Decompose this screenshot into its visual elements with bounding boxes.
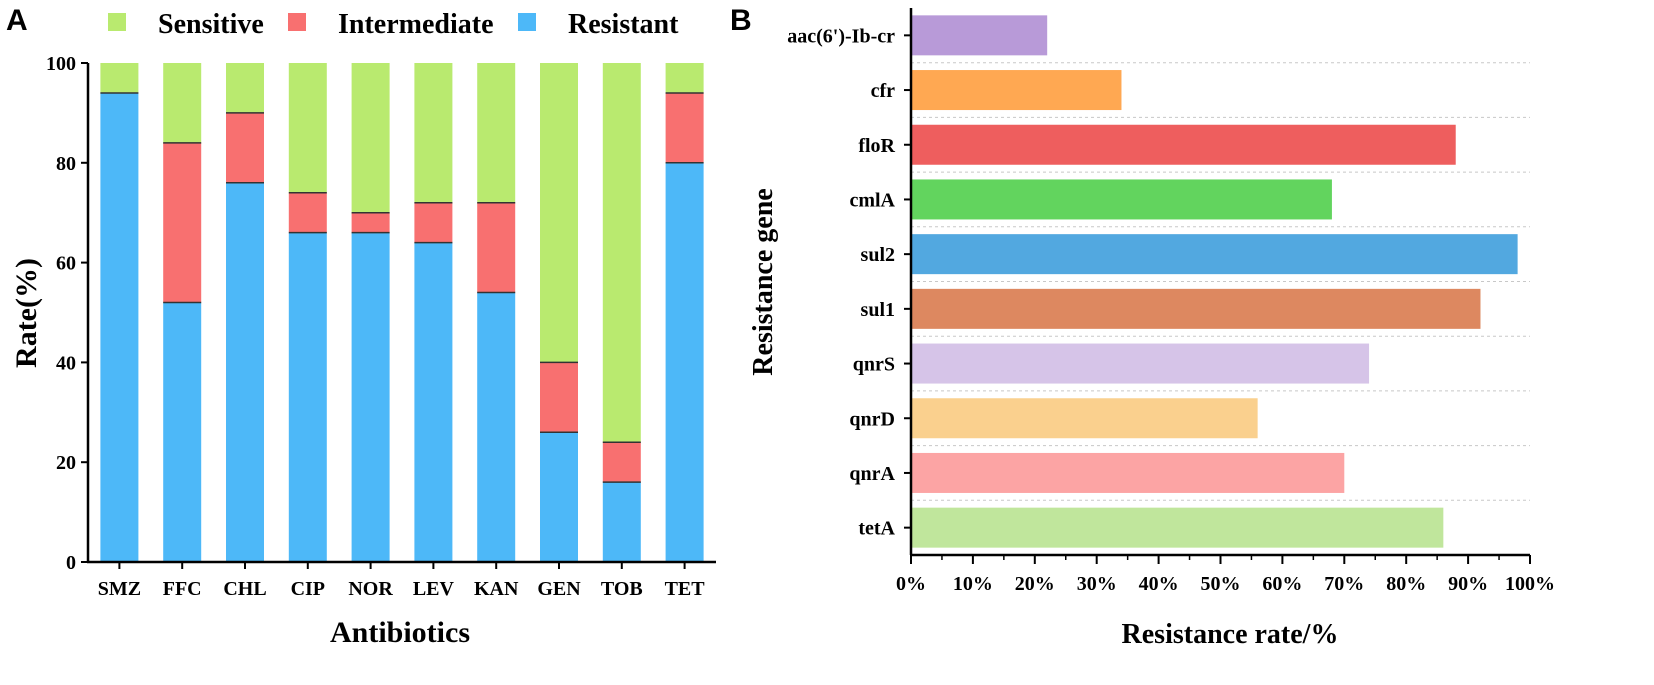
bar-lev-intermediate [414,202,453,243]
y-tick-label: 80 [56,153,76,175]
x-label-kan: KAN [474,578,519,600]
panel-a-letter: A [6,4,28,37]
bar-sul1 [911,288,1481,329]
panel-b-x-ticks: 0% 10% 20% 30% 40% 50% 60% 70% 80% 90% 100% [896,555,1555,595]
y-label-cmla: cmlA [849,189,895,211]
y-label-teta: tetA [858,518,895,540]
bar-cmla [911,179,1332,220]
y-label-qnrs: qnrS [853,354,895,376]
legend-swatch-resistant [518,13,536,31]
x-tick-label: 50% [1201,573,1241,595]
bar-gen-sensitive [540,63,578,363]
bar-qnra [911,452,1345,493]
y-label-cfr: cfr [871,80,896,102]
bar-tob-resistant [602,482,641,562]
legend-label-sensitive: Sensitive [158,9,264,40]
panel-a-legend: Sensitive Intermediate Resistant [108,9,679,40]
legend-label-intermediate: Intermediate [338,9,494,40]
y-label-sul2: sul2 [861,244,895,266]
panel-b-letter: B [730,4,752,37]
panel-a-y-ticks: 0 20 40 60 80 100 [46,53,88,574]
bar-smz-sensitive [100,63,139,93]
y-label-qnra: qnrA [849,463,895,485]
x-label-cip: CIP [291,578,325,600]
panel-a-y-axis-title: Rate(%) [10,258,43,368]
bar-cip-intermediate [288,192,327,233]
panel-b: B aac(6')-Ib-cr cfr floR cmlA sul2 sul1 qnrS qn… [730,4,1555,650]
panel-b-grid [911,62,1530,501]
bar-tet-sensitive [665,63,704,93]
bar-chl-resistant [226,182,264,562]
bar-kan-intermediate [477,202,516,293]
x-tick-label: 60% [1262,573,1302,595]
y-label-aac-6-ib-cr: aac(6')-Ib-cr [787,25,895,47]
bar-aac-6-ib-cr [911,15,1048,56]
y-tick-label: 40 [56,352,76,374]
bar-kan-sensitive [477,63,516,203]
bar-sul2 [911,234,1518,275]
bar-nor-sensitive [351,63,390,213]
x-tick-label: 40% [1139,573,1179,595]
y-tick-label: 60 [56,253,76,275]
bar-tet-intermediate [665,92,704,163]
x-tick-label: 100% [1505,573,1555,595]
x-tick-label: 80% [1386,573,1426,595]
bar-gen-intermediate [540,362,578,433]
y-label-qnrd: qnrD [849,408,895,430]
bar-ffc-sensitive [163,63,202,143]
x-tick-label: 0% [896,573,926,595]
bar-lev-sensitive [414,63,453,203]
bar-chl-intermediate [226,112,264,183]
y-tick-label: 0 [66,552,76,574]
bar-tob-sensitive [602,63,641,443]
bar-flor [911,124,1456,165]
legend-swatch-sensitive [108,13,126,31]
y-tick-label: 20 [56,452,76,474]
bar-cfr [911,70,1122,111]
panel-b-x-axis-title: Resistance rate/% [1122,619,1339,650]
y-label-sul1: sul1 [861,299,895,321]
panel-a-x-labels: SMZ FFC CHL CIP NOR LEV KAN GEN TOB TET [98,562,706,600]
bar-teta [911,507,1444,548]
x-tick-label: 10% [953,573,993,595]
bar-cip-resistant [288,232,327,562]
legend-label-resistant: Resistant [568,9,679,40]
bar-kan-resistant [477,292,516,562]
x-tick-label: 20% [1015,573,1055,595]
y-tick-label: 100 [46,53,76,75]
bar-ffc-intermediate [163,142,202,303]
x-tick-label: 90% [1448,573,1488,595]
x-label-chl: CHL [223,578,266,600]
panel-b-y-labels: aac(6')-Ib-cr cfr floR cmlA sul2 sul1 qnrS qnrD… [787,25,911,540]
x-tick-label: 70% [1324,573,1364,595]
bar-chl-sensitive [226,63,264,113]
x-label-tob: TOB [601,578,643,600]
bar-smz-resistant [100,92,139,562]
bar-nor-resistant [351,232,390,562]
bar-lev-resistant [414,242,453,562]
panel-b-y-axis-title: Resistance gene [748,188,779,375]
bar-gen-resistant [540,432,578,562]
x-label-lev: LEV [413,578,455,600]
bar-qnrd [911,398,1258,439]
panel-b-bars [911,15,1518,548]
panel-a: A Sensitive Intermediate Resistant 0 20 40 60… [6,4,716,649]
panel-a-x-axis-title: Antibiotics [330,616,470,649]
bar-nor-intermediate [351,212,390,233]
bar-cip-sensitive [288,63,327,193]
bar-tet-resistant [665,162,704,563]
x-label-smz: SMZ [98,578,141,600]
bar-ffc-resistant [163,302,202,562]
legend-swatch-intermediate [288,13,306,31]
x-tick-label: 30% [1077,573,1117,595]
x-label-ffc: FFC [163,578,202,600]
panel-a-bars [100,63,704,563]
bar-qnrs [911,343,1370,384]
y-label-flor: floR [858,135,895,157]
x-label-gen: GEN [537,578,581,600]
x-label-nor: NOR [348,578,393,600]
bar-tob-intermediate [602,442,641,483]
x-label-tet: TET [665,578,706,600]
